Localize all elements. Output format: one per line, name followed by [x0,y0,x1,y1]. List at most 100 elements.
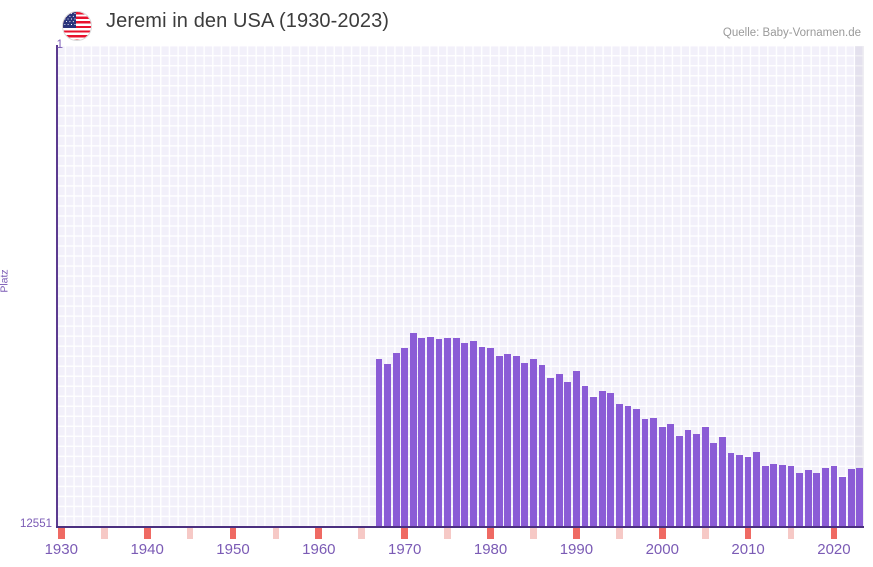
bar[interactable] [779,465,786,527]
bar[interactable] [452,338,460,527]
bar[interactable] [487,347,494,527]
bar[interactable] [624,405,632,527]
bar[interactable] [847,468,855,527]
bar[interactable] [830,466,838,527]
bar[interactable] [555,374,563,527]
bar[interactable] [401,347,409,527]
x-tick-mark-2005 [701,528,709,539]
bar[interactable] [461,342,469,527]
no-data-shaded-region [855,46,864,527]
bar[interactable] [676,436,683,527]
bar[interactable] [581,385,589,527]
x-tick-mark-1935 [100,528,108,539]
x-tick-mark-2010 [744,528,752,539]
bar[interactable] [615,403,623,527]
x-tick-mark-1930 [57,528,65,539]
bar[interactable] [744,457,752,527]
y-axis-line [56,45,58,528]
bar[interactable] [409,332,417,527]
x-tick-mark-1960 [315,528,323,539]
bar[interactable] [478,346,486,527]
x-tick-mark-1940 [143,528,151,539]
y-axis-title: Platz [0,269,11,293]
plot-area [57,46,864,527]
bar[interactable] [727,453,735,527]
bar[interactable] [504,354,512,527]
bar[interactable] [641,418,649,527]
x-tick-mark-2000 [658,528,666,539]
bar[interactable] [667,424,675,527]
x-axis-line [56,526,864,528]
x-tick-mark-1980 [487,528,494,539]
bar[interactable] [693,433,700,527]
bar[interactable] [564,382,572,527]
x-tick-label-1980: 1980 [473,541,508,558]
y-axis-bottom-label: 12551 [20,518,52,530]
chart-header: Jeremi in den USA (1930-2023) Quelle: Ba… [0,0,873,46]
bar[interactable] [753,452,761,527]
x-tick-mark-1965 [358,528,366,539]
x-tick-mark-2015 [787,528,795,539]
bar[interactable] [392,352,400,527]
chart-title: Jeremi in den USA (1930-2023) [106,10,390,32]
x-tick-label-2020: 2020 [817,541,851,558]
x-tick-label-2000: 2000 [645,541,679,558]
bar[interactable] [427,336,434,527]
x-tick-mark-1995 [615,528,623,539]
bar[interactable] [684,429,692,527]
bar[interactable] [736,454,743,527]
bar[interactable] [598,391,606,527]
bar[interactable] [469,340,477,527]
bar[interactable] [384,363,391,527]
bar[interactable] [804,469,812,527]
bar[interactable] [590,396,597,527]
bar[interactable] [573,370,580,527]
bar[interactable] [761,466,769,527]
bar[interactable] [813,472,821,527]
x-tick-label-1930: 1930 [44,541,78,558]
bar[interactable] [521,363,529,527]
bar[interactable] [512,355,520,527]
bar[interactable] [650,418,658,527]
x-tick-label-1950: 1950 [216,541,250,558]
bar[interactable] [787,466,795,527]
bar[interactable] [435,339,443,527]
bar[interactable] [796,472,803,527]
x-tick-mark-1970 [401,528,409,539]
y-axis-top-label: 1 [56,39,63,51]
bar[interactable] [856,467,864,527]
bar[interactable] [375,359,383,527]
bar[interactable] [530,359,537,527]
bar[interactable] [418,338,426,527]
bar[interactable] [770,464,778,527]
x-tick-mark-1955 [272,528,280,539]
bar[interactable] [547,378,555,527]
x-tick-mark-2020 [830,528,838,539]
x-tick-mark-1990 [573,528,580,539]
x-tick-label-1970: 1970 [388,541,422,558]
bar[interactable] [710,442,718,527]
x-tick-label-1990: 1990 [559,541,594,558]
source-label: Quelle: Baby-Vornamen.de [722,27,861,39]
us-flag-icon [62,11,92,41]
bar[interactable] [607,392,615,527]
x-tick-mark-1945 [186,528,194,539]
x-tick-mark-1985 [530,528,537,539]
bar[interactable] [495,356,503,527]
bar[interactable] [633,408,640,527]
bar[interactable] [821,467,829,527]
bar[interactable] [718,436,726,527]
x-tick-label-1960: 1960 [302,541,336,558]
flag-canton [63,12,76,28]
bar[interactable] [444,337,451,527]
x-tick-mark-1975 [444,528,451,539]
bar[interactable] [839,477,846,527]
x-tick-label-1940: 1940 [130,541,164,558]
bar[interactable] [538,365,546,527]
x-tick-mark-1950 [229,528,237,539]
bar[interactable] [701,426,709,527]
bar[interactable] [658,426,666,527]
x-tick-label-2010: 2010 [731,541,765,558]
